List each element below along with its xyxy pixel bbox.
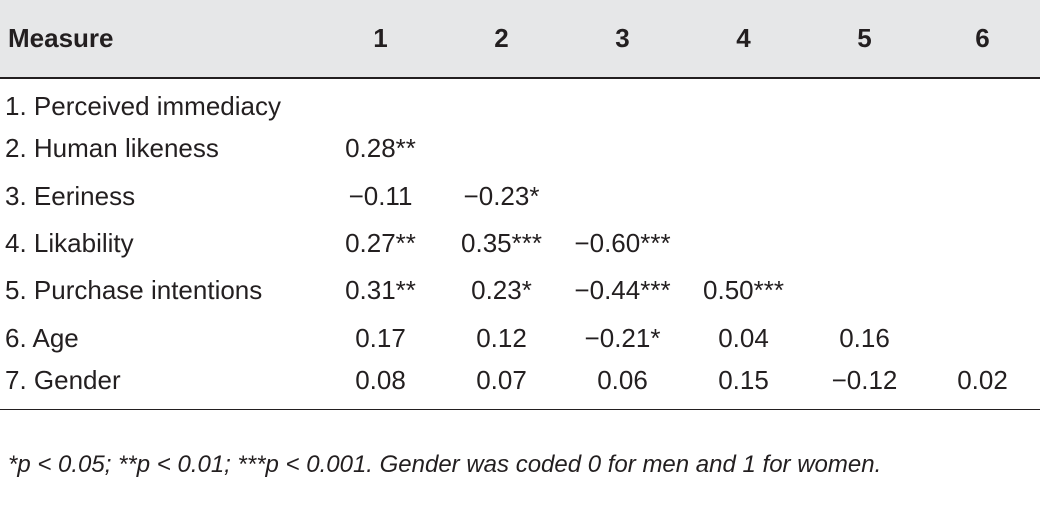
row-measure-label: 3. Eeriness — [5, 180, 136, 211]
table-footnote: *p < 0.05; **p < 0.01; ***p < 0.001. Gen… — [8, 451, 882, 478]
cell-value — [441, 78, 562, 125]
cell-value: 0.50*** — [703, 275, 784, 306]
cell-value: 0.31** — [345, 275, 416, 306]
cell-value: −0.44*** — [574, 275, 671, 306]
cell-value: −0.21* — [584, 322, 661, 353]
header-col-2: 2 — [441, 0, 562, 79]
row-measure-label: 1. Perceived immediacy — [5, 90, 281, 121]
table-row: 2. Human likeness 0.28** — [0, 125, 1040, 172]
cell-value — [562, 125, 683, 172]
cell-value: 0.08 — [320, 361, 441, 410]
header-col-5: 5 — [804, 0, 925, 79]
cell-value: 0.15 — [683, 361, 804, 410]
header-col-4: 4 — [683, 0, 804, 79]
cell-value: 0.04 — [718, 322, 769, 353]
cell-value — [683, 78, 804, 125]
row-measure-label: 2. Human likeness — [5, 133, 219, 164]
cell-value — [320, 78, 441, 125]
correlation-table: Measure 1 2 3 4 5 6 1. Perceived immedia… — [0, 0, 1040, 410]
cell-value — [683, 220, 804, 267]
header-col-3: 3 — [562, 0, 683, 79]
cell-value: 0.23* — [471, 275, 532, 306]
cell-value — [925, 314, 1040, 361]
correlation-table-container: Measure 1 2 3 4 5 6 1. Perceived immedia… — [0, 0, 1040, 410]
cell-value — [925, 78, 1040, 125]
cell-value: 0.06 — [562, 361, 683, 410]
header-col-6: 6 — [925, 0, 1040, 79]
cell-value: −0.60*** — [574, 228, 671, 259]
cell-value — [683, 173, 804, 220]
cell-value: 0.12 — [476, 322, 527, 353]
cell-value — [925, 267, 1040, 314]
cell-value: 0.07 — [441, 361, 562, 410]
cell-value — [441, 125, 562, 172]
table-row: 6. Age 0.17 0.12 −0.21* 0.04 0.16 — [0, 314, 1040, 361]
table-row: 1. Perceived immediacy — [0, 78, 1040, 125]
cell-value: 0.28** — [345, 133, 416, 164]
cell-value: 0.17 — [355, 322, 406, 353]
cell-value — [562, 173, 683, 220]
cell-value — [925, 173, 1040, 220]
cell-value — [925, 125, 1040, 172]
table-body: 1. Perceived immediacy 2. Human likeness 0… — [0, 78, 1040, 410]
row-measure-label: 5. Purchase intentions — [5, 275, 263, 306]
cell-value — [804, 78, 925, 125]
table-row: 3. Eeriness −0.11 −0.23* — [0, 173, 1040, 220]
cell-value: 0.27** — [345, 228, 416, 259]
cell-value — [804, 173, 925, 220]
row-measure-label: 7. Gender — [0, 361, 320, 410]
cell-value — [804, 220, 925, 267]
cell-value: −0.12 — [804, 361, 925, 410]
header-col-1: 1 — [320, 0, 441, 79]
cell-value — [925, 220, 1040, 267]
table-header: Measure 1 2 3 4 5 6 — [0, 0, 1040, 79]
cell-value — [804, 125, 925, 172]
cell-value: 0.35*** — [461, 228, 542, 259]
table-row: 5. Purchase intentions 0.31** 0.23* −0.44**… — [0, 267, 1040, 314]
row-measure-label: 6. Age — [5, 322, 79, 353]
table-row: 4. Likability 0.27** 0.35*** −0.60*** — [0, 220, 1040, 267]
table-row: 7. Gender 0.08 0.07 0.06 0.15 −0.12 0.02 — [0, 361, 1040, 410]
cell-value: −0.11 — [348, 180, 413, 211]
cell-value: 0.16 — [839, 322, 890, 353]
cell-value — [804, 267, 925, 314]
cell-value — [683, 125, 804, 172]
header-row: Measure 1 2 3 4 5 6 — [0, 0, 1040, 79]
header-measure: Measure — [0, 0, 320, 79]
row-measure-label: 4. Likability — [5, 228, 134, 259]
cell-value: −0.23* — [463, 180, 540, 211]
cell-value: 0.02 — [925, 361, 1040, 410]
cell-value — [562, 78, 683, 125]
